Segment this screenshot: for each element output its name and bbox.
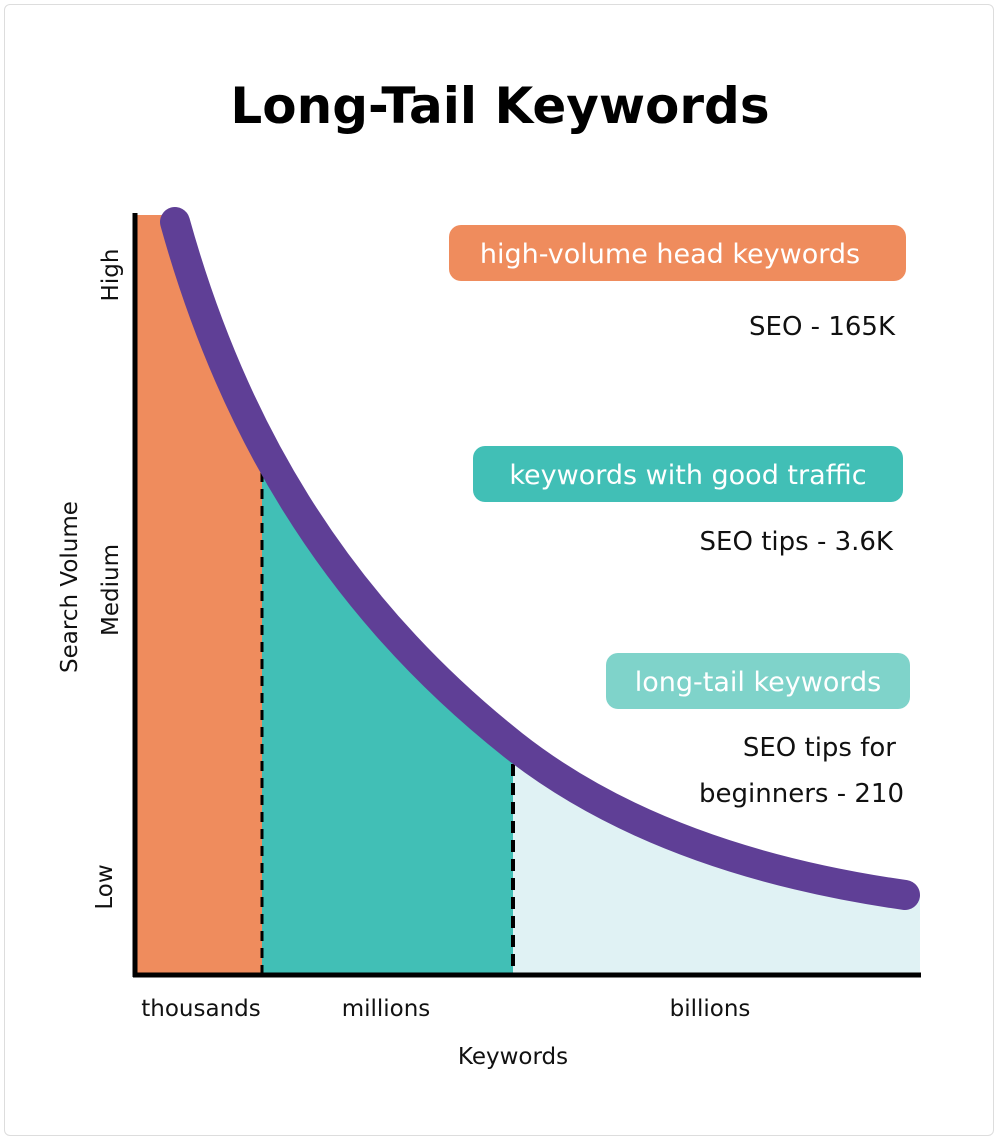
good-traffic-example: SEO tips - 3.6K — [700, 527, 894, 557]
x-axis-label: Keywords — [458, 1044, 568, 1070]
long-tail-example-line1: SEO tips for — [743, 733, 896, 763]
middle-region — [262, 215, 513, 973]
head-keywords-badge — [449, 225, 906, 281]
page-frame — [4, 4, 994, 1136]
long-tail-label: long-tail keywords — [635, 667, 881, 698]
demand-curve — [160, 207, 920, 910]
x-tick-thousands: thousands — [141, 996, 260, 1022]
y-tick-high: High — [98, 249, 124, 302]
good-traffic-label: keywords with good traffic — [509, 460, 866, 491]
x-tick-millions: millions — [342, 996, 431, 1022]
long-tail-example-line2: beginners - 210 — [699, 779, 904, 809]
y-axis-label: Search Volume — [57, 501, 83, 673]
head-keywords-label: high-volume head keywords — [480, 239, 860, 270]
head-example: SEO - 165K — [749, 312, 896, 342]
long-tail-badge — [606, 653, 910, 709]
y-tick-low: Low — [92, 864, 118, 909]
y-tick-medium: Medium — [98, 544, 124, 636]
chart-title: Long-Tail Keywords — [230, 77, 769, 135]
good-traffic-badge — [473, 446, 903, 502]
x-tick-billions: billions — [670, 996, 751, 1022]
